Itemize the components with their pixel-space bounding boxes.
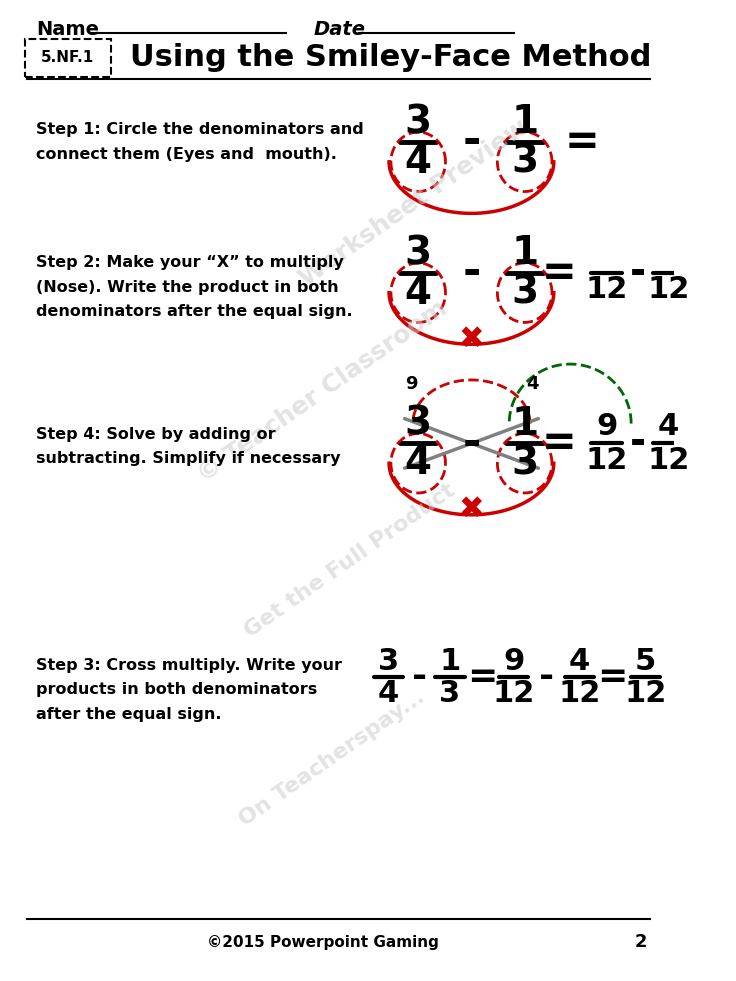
Text: 9: 9 bbox=[596, 412, 618, 441]
Text: 1: 1 bbox=[511, 103, 538, 141]
Text: 12: 12 bbox=[647, 276, 690, 304]
Text: 4: 4 bbox=[569, 647, 590, 676]
Text: =: = bbox=[565, 121, 599, 163]
Text: 12: 12 bbox=[558, 679, 601, 707]
Text: © Teacher Classroom: © Teacher Classroom bbox=[194, 296, 452, 488]
Text: -: - bbox=[539, 660, 554, 695]
Text: =: = bbox=[597, 660, 627, 695]
Text: 4: 4 bbox=[526, 375, 538, 393]
Text: 1: 1 bbox=[511, 404, 538, 442]
Text: 3: 3 bbox=[439, 679, 461, 707]
Text: 12: 12 bbox=[492, 679, 535, 707]
Text: 1: 1 bbox=[511, 234, 538, 272]
Text: 3: 3 bbox=[378, 647, 399, 676]
Text: ©2015 Powerpoint Gaming: ©2015 Powerpoint Gaming bbox=[207, 935, 439, 950]
Text: Get the Full Product: Get the Full Product bbox=[241, 480, 459, 641]
Text: Using the Smiley-Face Method: Using the Smiley-Face Method bbox=[130, 43, 651, 73]
Text: 3: 3 bbox=[511, 274, 538, 312]
Text: ✖: ✖ bbox=[459, 325, 484, 354]
Text: -: - bbox=[463, 251, 481, 294]
Text: 3: 3 bbox=[405, 234, 432, 272]
Text: Name: Name bbox=[36, 21, 99, 39]
Text: ✖: ✖ bbox=[459, 495, 484, 524]
Text: 5.NF.1: 5.NF.1 bbox=[41, 50, 94, 65]
Text: On Teacherspay...: On Teacherspay... bbox=[236, 687, 428, 830]
Text: 4: 4 bbox=[658, 412, 679, 441]
Text: 4: 4 bbox=[405, 143, 432, 181]
Text: 4: 4 bbox=[405, 274, 432, 312]
Text: 5: 5 bbox=[635, 647, 657, 676]
Text: -: - bbox=[463, 121, 481, 164]
Text: Worksheet Preview: Worksheet Preview bbox=[295, 116, 532, 291]
Text: -: - bbox=[630, 425, 646, 462]
Text: 9: 9 bbox=[503, 647, 525, 676]
Text: 3: 3 bbox=[405, 404, 432, 442]
Text: Step 3: Cross multiply. Write your
products in both denominators
after the equal: Step 3: Cross multiply. Write your produ… bbox=[36, 657, 342, 722]
Text: 12: 12 bbox=[625, 679, 667, 707]
Text: Step 1: Circle the denominators and
connect them (Eyes and  mouth).: Step 1: Circle the denominators and conn… bbox=[36, 123, 364, 162]
Text: =: = bbox=[542, 252, 576, 294]
Text: -: - bbox=[411, 660, 427, 695]
Text: =: = bbox=[542, 423, 576, 464]
Text: Step 4: Solve by adding or
subtracting. Simplify if necessary: Step 4: Solve by adding or subtracting. … bbox=[36, 427, 341, 466]
Text: 12: 12 bbox=[585, 276, 628, 304]
Text: 9: 9 bbox=[405, 375, 417, 393]
Text: -: - bbox=[630, 254, 646, 292]
Text: -: - bbox=[463, 422, 481, 465]
Text: 4: 4 bbox=[378, 679, 399, 707]
Text: 4: 4 bbox=[405, 444, 432, 483]
FancyBboxPatch shape bbox=[25, 39, 110, 77]
Text: 3: 3 bbox=[405, 103, 432, 141]
Text: 3: 3 bbox=[511, 143, 538, 181]
Text: Date: Date bbox=[314, 21, 366, 39]
Text: 3: 3 bbox=[511, 444, 538, 483]
Text: 2: 2 bbox=[635, 933, 648, 952]
Text: =: = bbox=[467, 660, 497, 695]
Text: Step 2: Make your “X” to multiply
(Nose). Write the product in both
denominators: Step 2: Make your “X” to multiply (Nose)… bbox=[36, 255, 353, 319]
Text: 12: 12 bbox=[647, 445, 690, 475]
Text: 12: 12 bbox=[585, 445, 628, 475]
Text: 1: 1 bbox=[439, 647, 461, 676]
